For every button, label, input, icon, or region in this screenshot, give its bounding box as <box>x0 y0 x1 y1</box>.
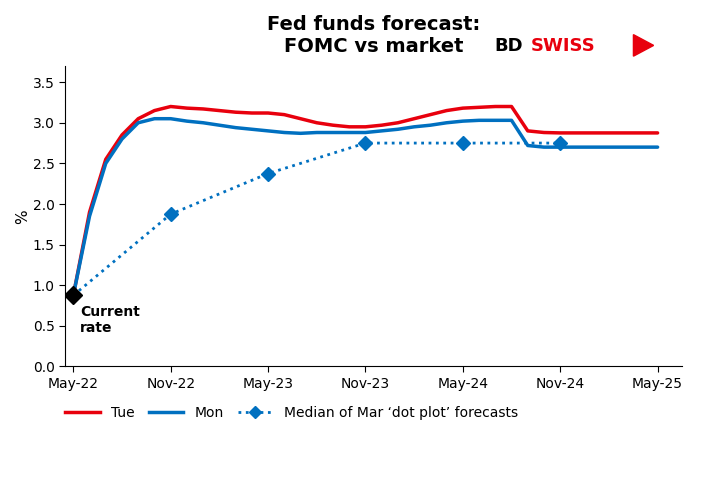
Y-axis label: %: % <box>15 209 30 224</box>
Text: SWISS: SWISS <box>531 37 595 55</box>
Text: Current
rate: Current rate <box>80 305 139 335</box>
Legend: Tue, Mon, Median of Mar ‘dot plot’ forecasts: Tue, Mon, Median of Mar ‘dot plot’ forec… <box>60 401 523 426</box>
Polygon shape <box>634 34 653 56</box>
Text: BD: BD <box>494 37 523 55</box>
Title: Fed funds forecast:
FOMC vs market: Fed funds forecast: FOMC vs market <box>267 15 480 56</box>
